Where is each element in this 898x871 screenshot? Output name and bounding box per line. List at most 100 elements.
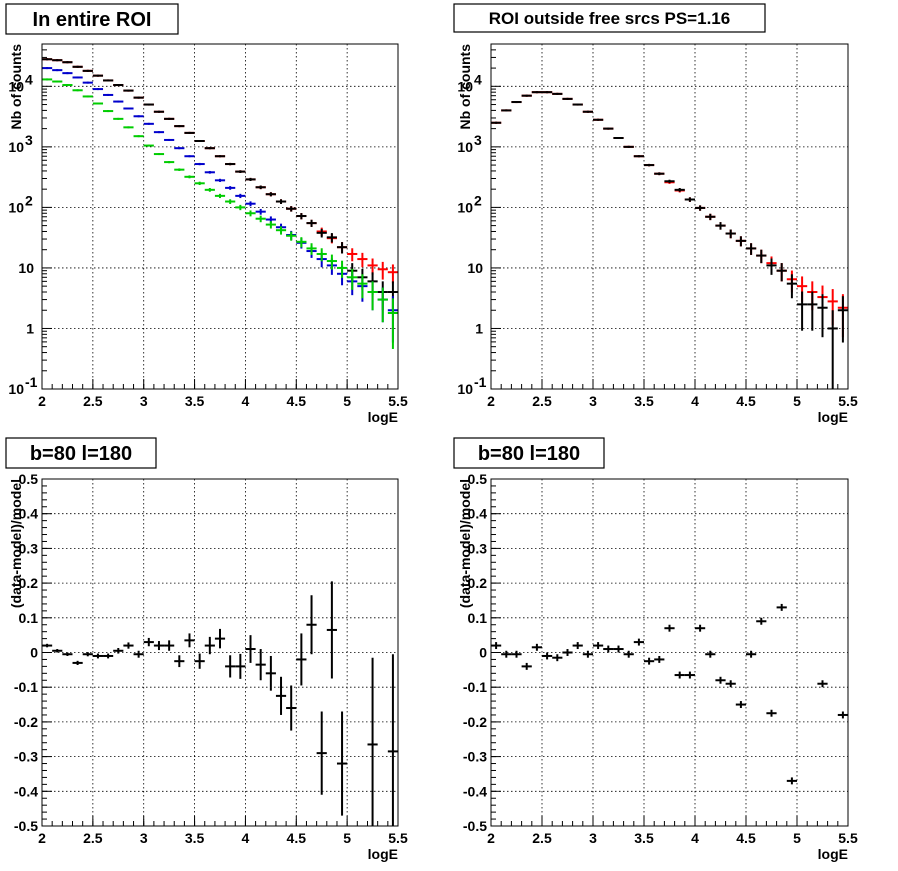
x-tick-label: 3.5 (185, 393, 205, 409)
y-tick-label: -0.3 (463, 749, 487, 765)
y-tick-exponent: -1 (25, 374, 38, 390)
y-tick-label: 0.4 (468, 506, 488, 522)
data-point (542, 91, 553, 94)
x-tick-label: 5.5 (838, 393, 858, 409)
data-point (194, 181, 205, 186)
series-4 (42, 78, 398, 349)
y-tick-label: 10 (8, 78, 24, 94)
data-point (62, 84, 73, 87)
data-point (357, 252, 368, 268)
x-axis-title: logE (818, 846, 848, 862)
data-point (644, 657, 655, 665)
data-point (184, 633, 195, 648)
data-point (367, 281, 378, 311)
data-point (705, 213, 716, 221)
y-axis-title: Nb of counts (457, 44, 473, 130)
y-tick-label: 1 (475, 320, 483, 336)
data-point (674, 188, 685, 192)
data-point (214, 193, 226, 199)
data-point (194, 162, 205, 166)
x-tick-label: 4.5 (736, 393, 756, 409)
data-point (347, 248, 358, 262)
data-point (245, 177, 256, 181)
data-point (827, 310, 838, 389)
data-point (265, 221, 276, 229)
y-tick-label: -0.4 (14, 783, 38, 799)
data-point (326, 233, 337, 243)
data-point (143, 637, 154, 647)
data-point (113, 647, 124, 654)
data-point (603, 127, 614, 130)
data-point (204, 188, 215, 192)
data-point (72, 76, 83, 79)
data-point (735, 236, 746, 247)
data-point (225, 162, 236, 166)
data-point (235, 170, 246, 173)
data-point (275, 226, 287, 235)
data-point (255, 215, 266, 223)
data-point (52, 80, 63, 83)
x-tick-label: 4 (691, 393, 699, 409)
x-tick-label: 3.5 (634, 830, 654, 846)
data-point (52, 59, 63, 62)
series-2 (42, 58, 398, 311)
plot-area (491, 479, 848, 826)
x-tick-label: 4 (242, 830, 250, 846)
data-point (225, 199, 236, 204)
x-tick-label: 2 (487, 830, 495, 846)
data-point (511, 650, 522, 658)
data-point (153, 110, 165, 113)
y-tick-label: 10 (457, 139, 473, 155)
x-tick-label: 4.5 (736, 830, 756, 846)
x-tick-label: 5 (343, 830, 351, 846)
data-point (316, 228, 327, 238)
data-point (275, 199, 287, 204)
y-tick-label: 10 (467, 260, 483, 276)
data-point (92, 74, 104, 77)
data-point (837, 711, 848, 719)
data-point (204, 147, 215, 150)
data-point (194, 139, 205, 142)
data-point (326, 581, 337, 679)
y-tick-label: -0.1 (14, 679, 38, 695)
data-point (633, 155, 644, 158)
data-point (52, 69, 63, 72)
data-point (143, 122, 154, 125)
chart-title: In entire ROI (33, 9, 152, 31)
data-point (214, 155, 226, 158)
y-axis-title: (data-model)/model (457, 479, 473, 608)
data-point (776, 603, 787, 611)
data-point (316, 711, 327, 795)
data-point (62, 72, 73, 75)
data-point (184, 131, 195, 134)
data-point (143, 144, 154, 147)
data-point (184, 175, 195, 179)
data-point (746, 243, 757, 255)
y-tick-label: 1 (26, 320, 34, 336)
x-tick-label: 3 (140, 393, 148, 409)
data-point (756, 617, 767, 625)
y-tick-label: -0.3 (14, 749, 38, 765)
data-point (552, 92, 563, 95)
y-tick-label: 10 (8, 381, 24, 397)
data-point (92, 653, 104, 659)
data-point (347, 268, 358, 290)
data-point (582, 110, 593, 113)
data-point (143, 103, 154, 106)
x-tick-label: 4.5 (287, 393, 307, 409)
data-point (501, 650, 512, 658)
plot-frame (41, 43, 399, 390)
data-point (174, 125, 185, 128)
data-point (153, 153, 165, 156)
data-point (113, 100, 124, 103)
y-tick-exponent: 4 (25, 71, 33, 87)
plot-area (491, 44, 848, 389)
data-point (367, 657, 378, 826)
data-point (42, 643, 53, 648)
data-point (572, 103, 583, 106)
data-point (296, 213, 307, 220)
data-point (357, 274, 368, 299)
data-point (837, 296, 848, 343)
data-point (164, 138, 175, 141)
